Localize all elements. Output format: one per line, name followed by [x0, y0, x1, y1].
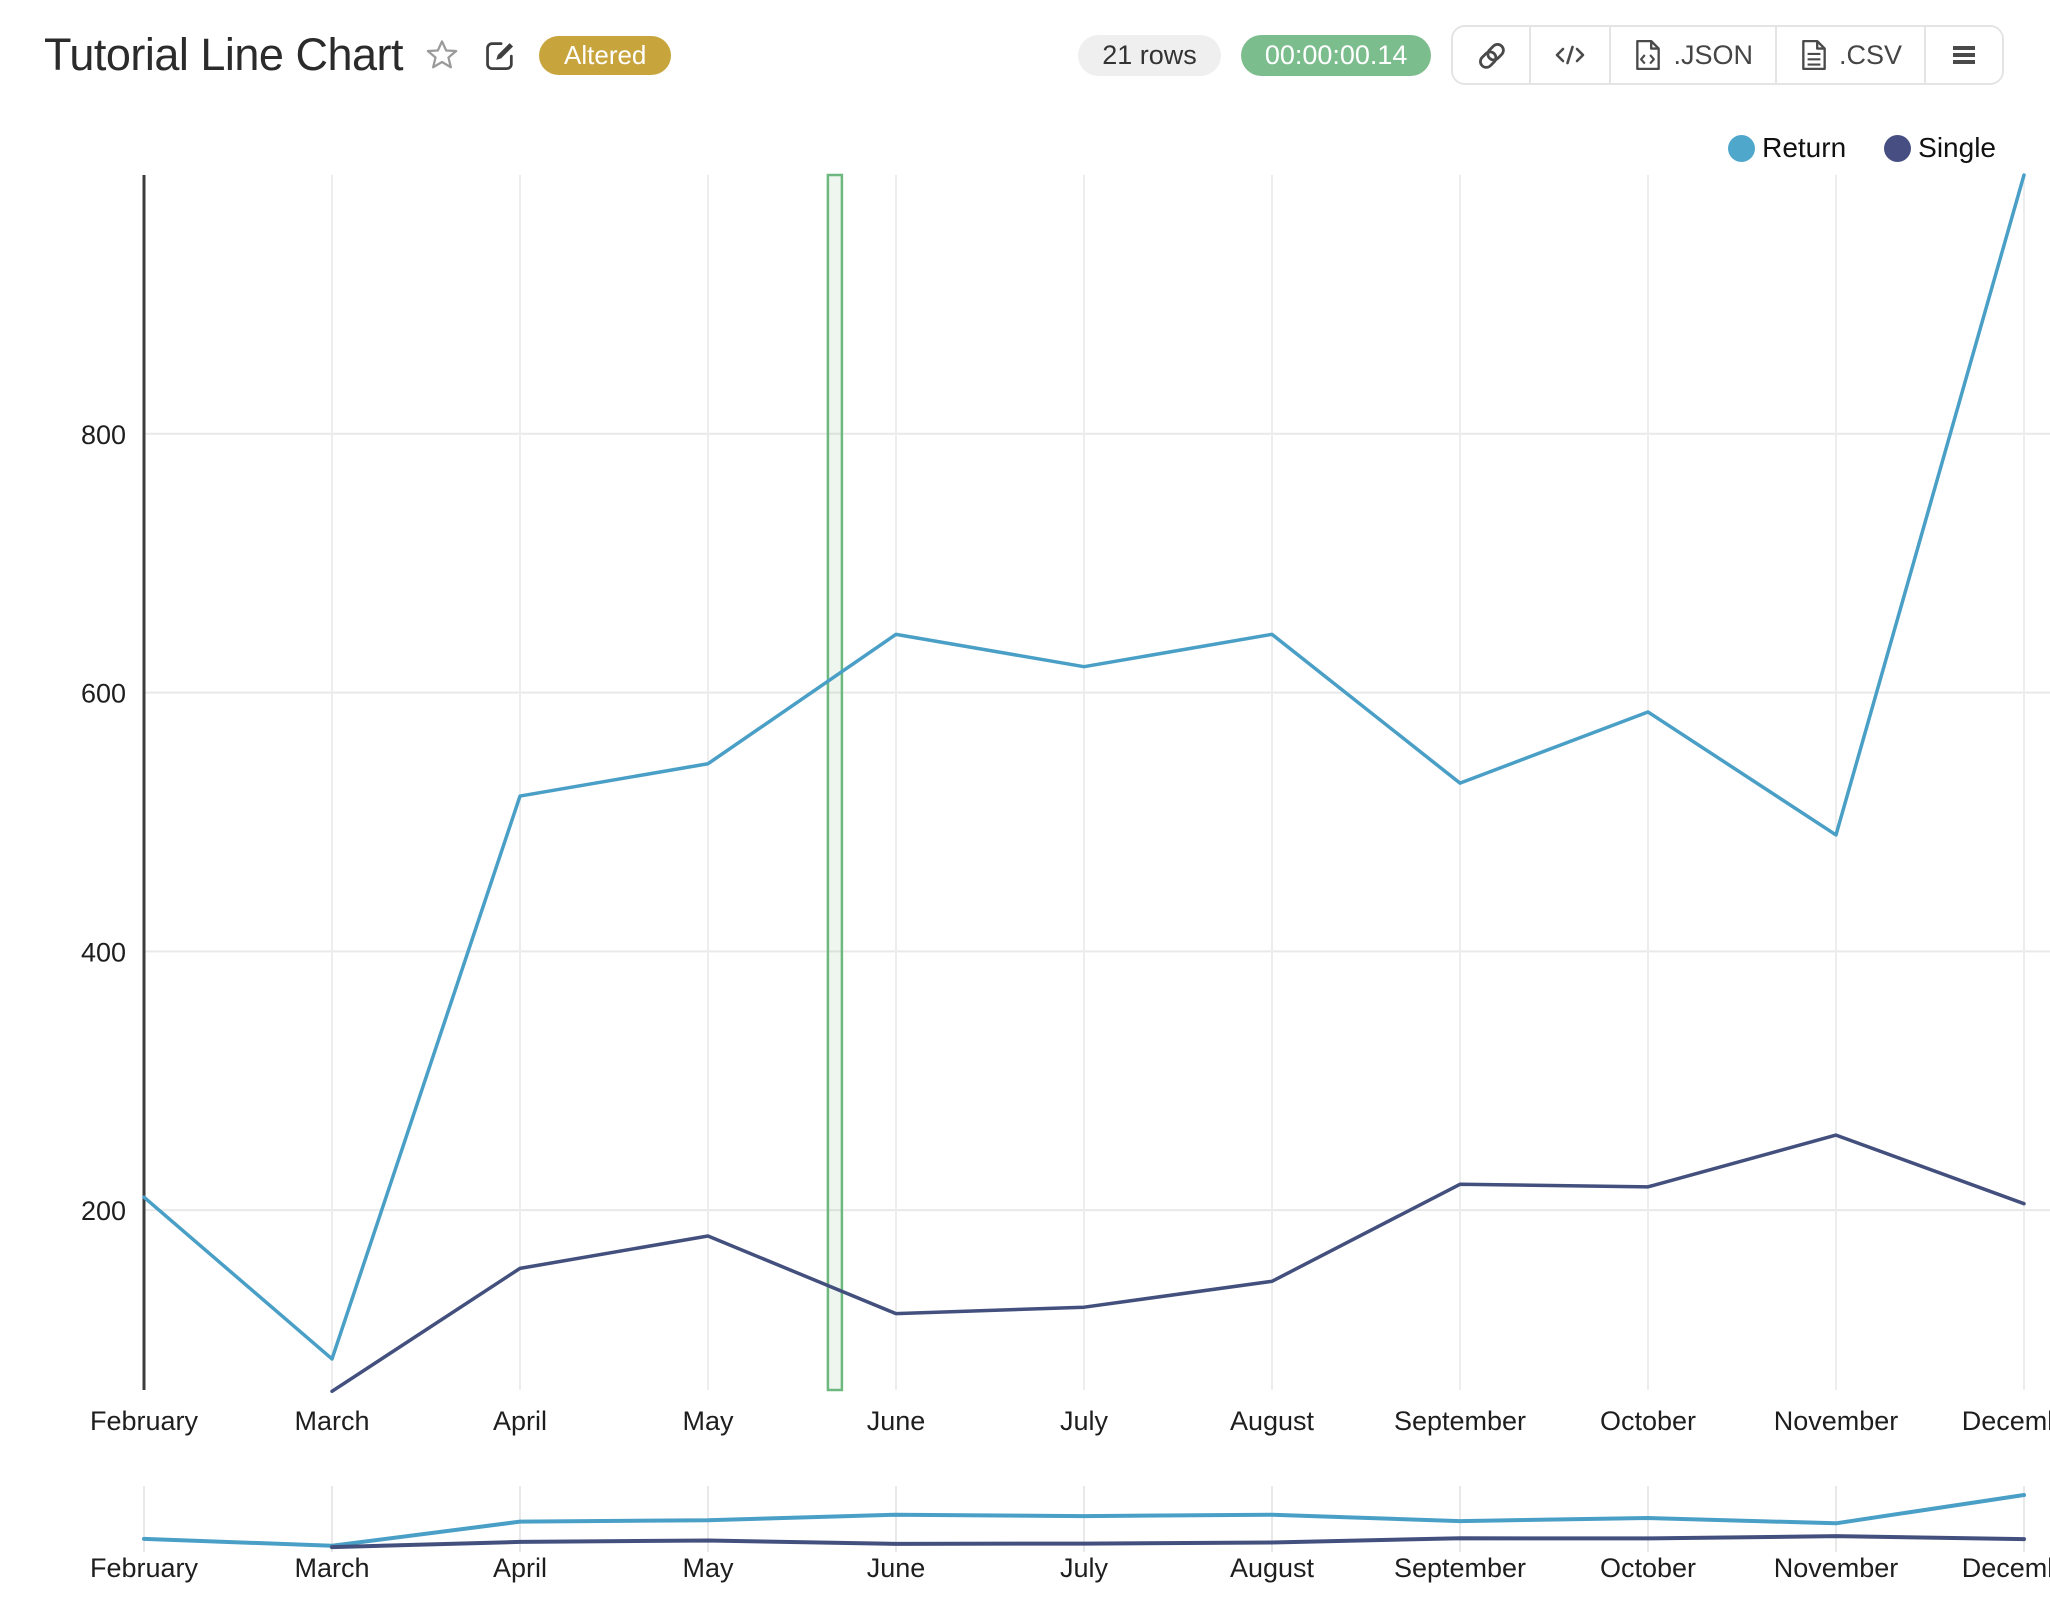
edit-icon — [486, 42, 514, 70]
x-tick-label: February — [90, 1406, 199, 1436]
mini-x-tick-label: March — [294, 1553, 369, 1583]
mini-x-tick-label: February — [90, 1553, 199, 1583]
view-code-button[interactable] — [1529, 27, 1610, 83]
line-chart: 200 400 600 800 February March April May June Jul… — [81, 173, 2050, 1436]
y-tick-label: 600 — [81, 679, 126, 709]
menu-icon — [1953, 46, 1975, 64]
header: Tutorial Line Chart Altered 21 rows 00:0… — [0, 0, 2050, 100]
legend-label: Return — [1762, 132, 1847, 163]
legend-dot-return — [1728, 134, 1756, 162]
legend-item-return[interactable]: Return — [1728, 132, 1846, 164]
x-tick-label: December — [1962, 1406, 2050, 1436]
export-toolbar: .JSON .CSV — [1451, 25, 2004, 85]
mini-x-tick-label: December — [1962, 1553, 2050, 1583]
mini-single-line — [330, 1534, 2026, 1550]
mini-return-line — [142, 1493, 2026, 1548]
link-icon — [1479, 43, 1506, 69]
code-icon — [1556, 45, 1585, 65]
copy-link-button[interactable] — [1453, 27, 1530, 83]
y-tick-label: 400 — [81, 937, 126, 967]
row-count-badge: 21 rows — [1078, 34, 1221, 76]
mini-x-tick-label: April — [493, 1553, 547, 1583]
legend-label: Single — [1918, 132, 1996, 163]
mini-x-tick-label: July — [1060, 1553, 1109, 1583]
export-csv-label: .CSV — [1838, 39, 1902, 70]
chart-legend: Return Single — [1728, 132, 1996, 164]
mini-x-tick-label: June — [867, 1553, 926, 1583]
y-tick-label: 800 — [81, 420, 126, 450]
star-icon — [426, 40, 458, 69]
favorite-button[interactable] — [423, 36, 461, 74]
export-json-label: .JSON — [1673, 39, 1753, 70]
json-file-icon — [1636, 39, 1661, 71]
y-tick-label: 200 — [81, 1196, 126, 1226]
x-tick-label: April — [493, 1406, 547, 1436]
return-line — [142, 173, 2026, 1361]
csv-file-icon — [1802, 39, 1826, 71]
page-title: Tutorial Line Chart — [44, 29, 404, 80]
export-json-button[interactable]: .JSON — [1609, 27, 1775, 83]
x-tick-label: October — [1600, 1406, 1696, 1436]
mini-x-tick-label: November — [1774, 1553, 1899, 1583]
x-tick-label: July — [1060, 1406, 1109, 1436]
mini-x-tick-label: October — [1600, 1553, 1696, 1583]
mini-x-tick-label: September — [1394, 1553, 1526, 1583]
x-tick-label: June — [867, 1406, 926, 1436]
mini-x-tick-label: August — [1230, 1553, 1315, 1583]
single-line — [330, 1133, 2026, 1394]
x-tick-label: September — [1394, 1406, 1526, 1436]
legend-item-single[interactable]: Single — [1884, 132, 1996, 164]
x-tick-label: August — [1230, 1406, 1315, 1436]
export-csv-button[interactable]: .CSV — [1774, 27, 1924, 83]
more-options-button[interactable] — [1924, 27, 2002, 83]
x-tick-label: May — [682, 1406, 734, 1436]
legend-dot-single — [1884, 134, 1912, 162]
mini-chart-range-selector[interactable]: February March April May June July August Septe… — [0, 1460, 2050, 1598]
edit-title-button[interactable] — [481, 36, 519, 74]
mini-x-tick-label: May — [682, 1553, 734, 1583]
highlight-band[interactable] — [826, 173, 844, 1392]
x-tick-label: November — [1774, 1406, 1899, 1436]
altered-badge: Altered — [539, 35, 672, 75]
elapsed-time-badge: 00:00:00.14 — [1240, 34, 1432, 76]
x-tick-label: March — [294, 1406, 369, 1436]
